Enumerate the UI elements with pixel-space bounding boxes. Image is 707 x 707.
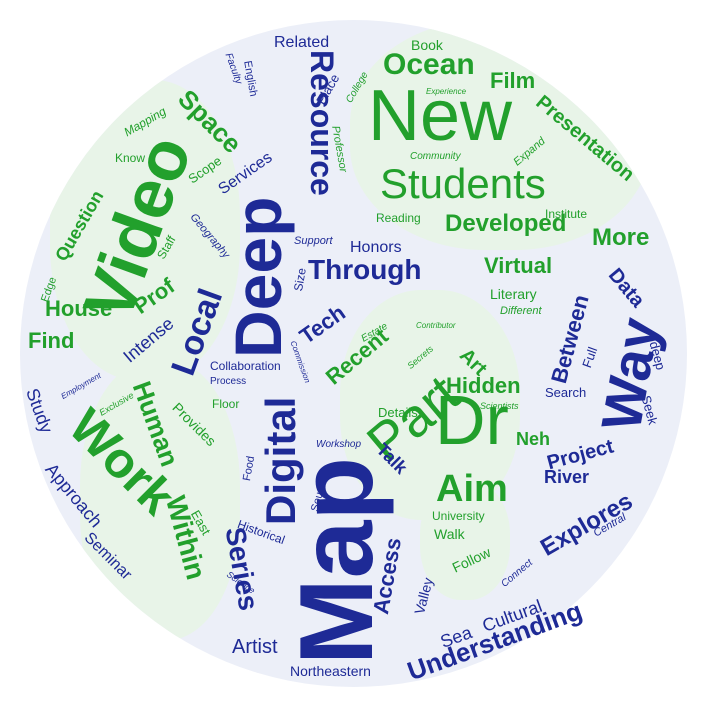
word-contributor: Contributor — [416, 321, 456, 330]
word-hidden: Hidden — [446, 373, 521, 398]
word-scientists: Scientists — [480, 401, 519, 411]
word-aim: Aim — [436, 468, 508, 510]
word-support: Support — [294, 235, 333, 247]
word-dr: Dr — [435, 381, 509, 459]
word-details: Details — [378, 405, 418, 420]
word-film: Film — [490, 68, 536, 93]
word-literary: Literary — [490, 286, 537, 302]
word-virtual: Virtual — [484, 253, 553, 278]
word-know: Know — [115, 151, 146, 165]
word-honors: Honors — [350, 239, 402, 256]
word-northeastern: Northeastern — [290, 663, 371, 679]
word-community: Community — [410, 151, 461, 162]
word-new: New — [368, 76, 513, 156]
word-resource: Resource — [304, 50, 340, 196]
word-through: Through — [308, 254, 422, 285]
word-artist: Artist — [232, 636, 278, 658]
word-deep: Deep — [221, 196, 295, 358]
highlight-blob — [80, 360, 240, 640]
word-house: House — [45, 296, 113, 321]
word-different: Different — [500, 305, 542, 317]
word-workshop: Workshop — [316, 439, 362, 450]
highlight-blob — [50, 80, 240, 380]
word-find: Find — [28, 328, 75, 353]
word-neh: Neh — [516, 429, 551, 449]
word-students: Students — [380, 160, 546, 207]
word-ocean: Ocean — [383, 48, 475, 81]
word-developed: Developed — [445, 210, 567, 237]
word-river: River — [544, 467, 590, 487]
word-university: University — [432, 509, 485, 523]
word-collaboration: Collaboration — [210, 359, 281, 373]
word-book: Book — [411, 37, 443, 53]
word-related: Related — [274, 34, 330, 51]
word-search: Search — [545, 385, 587, 400]
highlight-blob — [420, 480, 510, 600]
word-experience: Experience — [426, 87, 467, 96]
word-size: Size — [291, 266, 309, 293]
word-floor: Floor — [212, 397, 240, 411]
highlight-blob — [350, 20, 650, 250]
cloud-circle — [20, 20, 687, 687]
word-process: Process — [210, 376, 247, 387]
word-more: More — [592, 224, 650, 251]
word-institute: Institute — [545, 207, 588, 221]
word-walk: Walk — [434, 526, 465, 542]
highlight-blob — [340, 290, 520, 520]
word-reading: Reading — [376, 211, 421, 225]
word-digital: Digital — [257, 396, 304, 525]
